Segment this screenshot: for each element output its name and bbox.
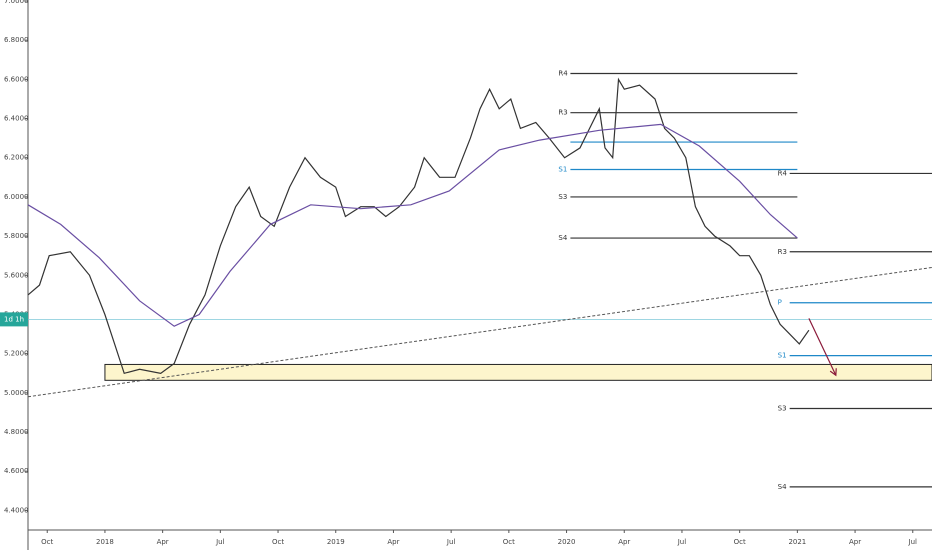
arrow-head xyxy=(829,368,837,377)
y-tick-label: 6.8000 xyxy=(4,36,29,44)
y-tick-label: 5.0000 xyxy=(4,389,29,397)
x-tick-label: Apr xyxy=(618,538,630,546)
x-tick-label: Oct xyxy=(503,538,515,546)
pivot-label: R4 xyxy=(778,169,788,177)
pivot-label: S1 xyxy=(778,352,787,360)
current-price-label: 1d 1h xyxy=(4,315,24,323)
pivot-label: P xyxy=(778,299,782,307)
x-tick-label: Apr xyxy=(849,538,861,546)
pivot-label: R3 xyxy=(778,248,787,256)
y-tick-label: 6.4000 xyxy=(4,115,29,123)
x-tick-label: 2021 xyxy=(788,538,806,546)
forecast-arrow xyxy=(808,318,837,376)
x-tick-label: Oct xyxy=(41,538,53,546)
pivot-label: S4 xyxy=(558,234,567,242)
y-tick-label: 5.6000 xyxy=(4,271,29,279)
y-tick-label: 4.6000 xyxy=(4,467,29,475)
y-tick-label: 5.2000 xyxy=(4,350,29,358)
y-tick-label: 4.4000 xyxy=(4,506,29,514)
x-tick-label: Jul xyxy=(215,538,225,546)
y-tick-label: 6.0000 xyxy=(4,193,29,201)
x-tick-label: Jul xyxy=(446,538,456,546)
x-tick-label: 2020 xyxy=(558,538,576,546)
trendline xyxy=(27,266,932,398)
x-tick-label: Apr xyxy=(157,538,169,546)
x-tick-label: Oct xyxy=(734,538,746,546)
pivot-label: S3 xyxy=(558,193,567,201)
current-price-tag xyxy=(0,312,28,327)
x-tick-label: Jul xyxy=(908,538,918,546)
x-tick-label: Apr xyxy=(387,538,399,546)
y-tick-label: 7.0000 xyxy=(4,0,29,5)
price-line xyxy=(27,77,810,375)
price-line xyxy=(27,123,798,327)
y-tick-label: 4.8000 xyxy=(4,428,29,436)
pivot-label: R4 xyxy=(558,69,568,77)
support-zone xyxy=(104,363,932,381)
pivot-label: S3 xyxy=(778,405,787,413)
pivot-label: R3 xyxy=(558,109,567,117)
y-tick-label: 6.6000 xyxy=(4,75,29,83)
y-tick-label: 5.8000 xyxy=(4,232,29,240)
x-tick-label: 2018 xyxy=(96,538,114,546)
pivot-label: S1 xyxy=(558,165,567,173)
x-tick-label: Jul xyxy=(677,538,687,546)
x-tick-label: Oct xyxy=(272,538,284,546)
y-tick-label: 6.2000 xyxy=(4,154,29,162)
pivot-label: S4 xyxy=(778,483,787,491)
x-tick-label: 2019 xyxy=(327,538,345,546)
